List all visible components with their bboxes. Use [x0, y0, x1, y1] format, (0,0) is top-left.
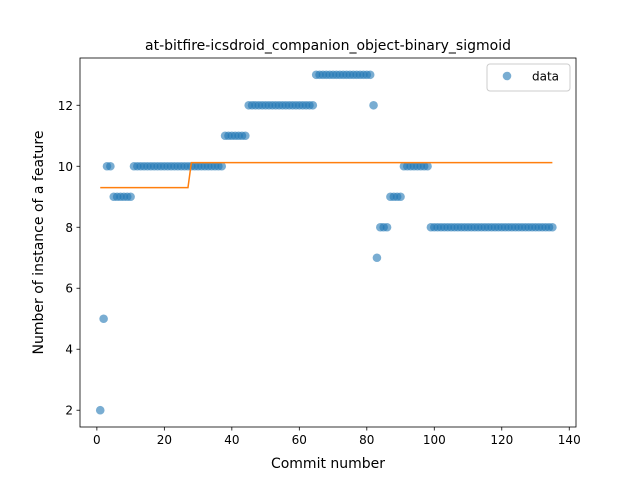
legend-box: [486, 63, 571, 92]
axes-frame: [79, 57, 577, 428]
data-point: [126, 192, 135, 202]
x-tick-label: 100: [423, 433, 446, 447]
x-tick-label: 140: [558, 433, 581, 447]
plot-area: [95, 70, 557, 415]
legend-label-data: data: [532, 70, 559, 84]
data-point: [365, 70, 375, 80]
y-tick-label: 8: [65, 221, 73, 235]
x-tick-label: 120: [490, 433, 513, 447]
data-point: [548, 222, 557, 232]
data-point: [372, 253, 382, 263]
y-axis-ticks: 2 4 6 8 10 12: [58, 99, 80, 418]
data-point: [99, 314, 108, 324]
x-tick-label: 60: [292, 433, 307, 447]
data-point: [308, 100, 318, 110]
fit-line-layer: [100, 161, 553, 189]
x-tick-label: 80: [359, 433, 374, 447]
x-tick-label: 0: [93, 433, 101, 447]
y-tick-label: 12: [58, 99, 73, 113]
legend: data: [486, 63, 571, 92]
fit-line: [100, 161, 553, 189]
y-axis-label: Number of instance of a feature: [31, 131, 47, 355]
data-point: [217, 161, 227, 171]
data-point: [396, 192, 405, 202]
data-point: [106, 161, 115, 171]
y-tick-label: 10: [58, 160, 73, 174]
y-tick-label: 6: [65, 282, 73, 296]
y-tick-label: 2: [65, 404, 73, 418]
x-tick-label: 20: [157, 433, 172, 447]
data-point: [423, 161, 432, 171]
chart-title: at-bitfire-icsdroid_companion_object-bin…: [145, 38, 511, 54]
data-marks: [95, 70, 557, 415]
legend-marker-data: [502, 71, 512, 81]
y-tick-label: 4: [65, 343, 73, 357]
x-tick-label: 40: [224, 433, 239, 447]
data-point: [95, 405, 105, 415]
data-point: [241, 131, 250, 141]
data-point: [382, 222, 392, 232]
data-point: [369, 100, 378, 110]
x-axis-ticks: 0 20 40 60 80 100 120 140: [93, 427, 581, 447]
x-axis-label: Commit number: [271, 456, 385, 472]
